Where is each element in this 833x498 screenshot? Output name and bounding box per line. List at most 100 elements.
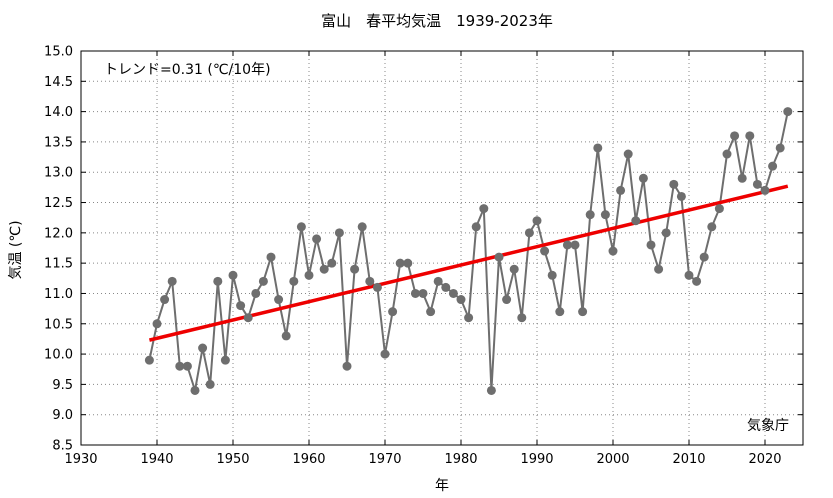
temperature-line xyxy=(148,111,789,391)
data-point xyxy=(578,307,588,317)
y-tick-label: 9.0 xyxy=(52,408,73,423)
data-point xyxy=(388,307,398,317)
data-point xyxy=(676,191,686,201)
data-point xyxy=(783,107,793,117)
data-point xyxy=(517,313,527,323)
data-point xyxy=(327,258,337,268)
data-point xyxy=(372,282,382,292)
data-point xyxy=(760,185,770,195)
y-tick-label: 13.0 xyxy=(44,166,73,181)
data-point xyxy=(403,258,413,268)
data-point xyxy=(243,313,253,323)
data-point xyxy=(456,295,466,305)
data-point xyxy=(623,149,633,159)
data-point xyxy=(433,276,443,286)
y-tick-label: 10.5 xyxy=(44,317,73,332)
data-point xyxy=(228,270,238,280)
data-point xyxy=(190,385,200,395)
data-point xyxy=(730,131,740,141)
data-point xyxy=(547,270,557,280)
y-tick-label: 11.0 xyxy=(44,287,73,302)
trend-line xyxy=(148,184,789,342)
y-tick-label: 15.0 xyxy=(44,45,73,60)
data-point xyxy=(258,276,268,286)
data-point xyxy=(198,343,208,353)
data-point xyxy=(555,307,565,317)
data-point xyxy=(144,355,154,365)
y-tick-label: 10.0 xyxy=(44,348,73,363)
data-point xyxy=(410,288,420,298)
x-tick-label: 1970 xyxy=(368,452,401,467)
x-tick-label: 1930 xyxy=(64,452,97,467)
y-tick-label: 14.0 xyxy=(44,105,73,120)
data-point xyxy=(722,149,732,159)
data-point xyxy=(319,264,329,274)
data-point xyxy=(608,246,618,256)
source-label: 気象庁 xyxy=(747,418,789,434)
data-point xyxy=(646,240,656,250)
y-tick-label: 14.5 xyxy=(44,75,73,90)
x-tick-label: 2000 xyxy=(596,452,629,467)
data-point xyxy=(289,276,299,286)
data-point xyxy=(669,179,679,189)
data-point xyxy=(502,295,512,305)
data-point xyxy=(570,240,580,250)
data-point xyxy=(281,331,291,341)
data-point xyxy=(768,161,778,171)
data-point xyxy=(486,385,496,395)
data-point xyxy=(236,301,246,311)
data-point xyxy=(357,222,367,232)
data-point xyxy=(737,173,747,183)
y-axis-ticks: 8.5 9.0 9.5 10.0 10.5 11.0 11.5 12.0 12.5 13.0 13.… xyxy=(44,45,803,454)
data-point xyxy=(585,210,595,220)
plot-area xyxy=(144,107,793,395)
data-point xyxy=(334,228,344,238)
data-point xyxy=(540,246,550,256)
data-point xyxy=(692,276,702,286)
data-point xyxy=(448,288,458,298)
y-tick-label: 8.5 xyxy=(52,439,73,454)
data-point xyxy=(600,210,610,220)
data-point xyxy=(342,361,352,371)
data-point xyxy=(395,258,405,268)
data-point xyxy=(707,222,717,232)
data-point xyxy=(251,288,261,298)
data-point xyxy=(699,252,709,262)
data-point xyxy=(175,361,185,371)
data-point xyxy=(167,276,177,286)
plot-frame xyxy=(80,50,804,446)
data-point xyxy=(312,234,322,244)
x-tick-label: 1960 xyxy=(292,452,325,467)
data-point xyxy=(274,295,284,305)
data-point xyxy=(524,228,534,238)
data-point xyxy=(418,288,428,298)
trend-label: トレンド=0.31 (℃/10年) xyxy=(104,62,271,78)
data-point xyxy=(661,228,671,238)
data-point xyxy=(365,276,375,286)
y-tick-label: 13.5 xyxy=(44,135,73,150)
data-point xyxy=(562,240,572,250)
y-tick-label: 12.0 xyxy=(44,226,73,241)
data-point xyxy=(205,379,215,389)
data-point xyxy=(160,295,170,305)
x-axis-ticks: 1930 1940 1950 1960 1970 1980 1990 2000 2010 2020 xyxy=(64,51,782,467)
data-point xyxy=(464,313,474,323)
data-point xyxy=(684,270,694,280)
data-point xyxy=(441,282,451,292)
data-point xyxy=(752,179,762,189)
data-point xyxy=(350,264,360,274)
data-point xyxy=(714,204,724,214)
x-tick-label: 1950 xyxy=(216,452,249,467)
data-point xyxy=(380,349,390,359)
y-tick-label: 12.5 xyxy=(44,196,73,211)
data-point xyxy=(220,355,230,365)
data-point xyxy=(471,222,481,232)
x-tick-label: 1990 xyxy=(520,452,553,467)
data-point xyxy=(494,252,504,262)
data-point xyxy=(509,264,519,274)
x-tick-label: 1980 xyxy=(444,452,477,467)
data-point xyxy=(616,185,626,195)
data-point xyxy=(182,361,192,371)
data-point xyxy=(304,270,314,280)
